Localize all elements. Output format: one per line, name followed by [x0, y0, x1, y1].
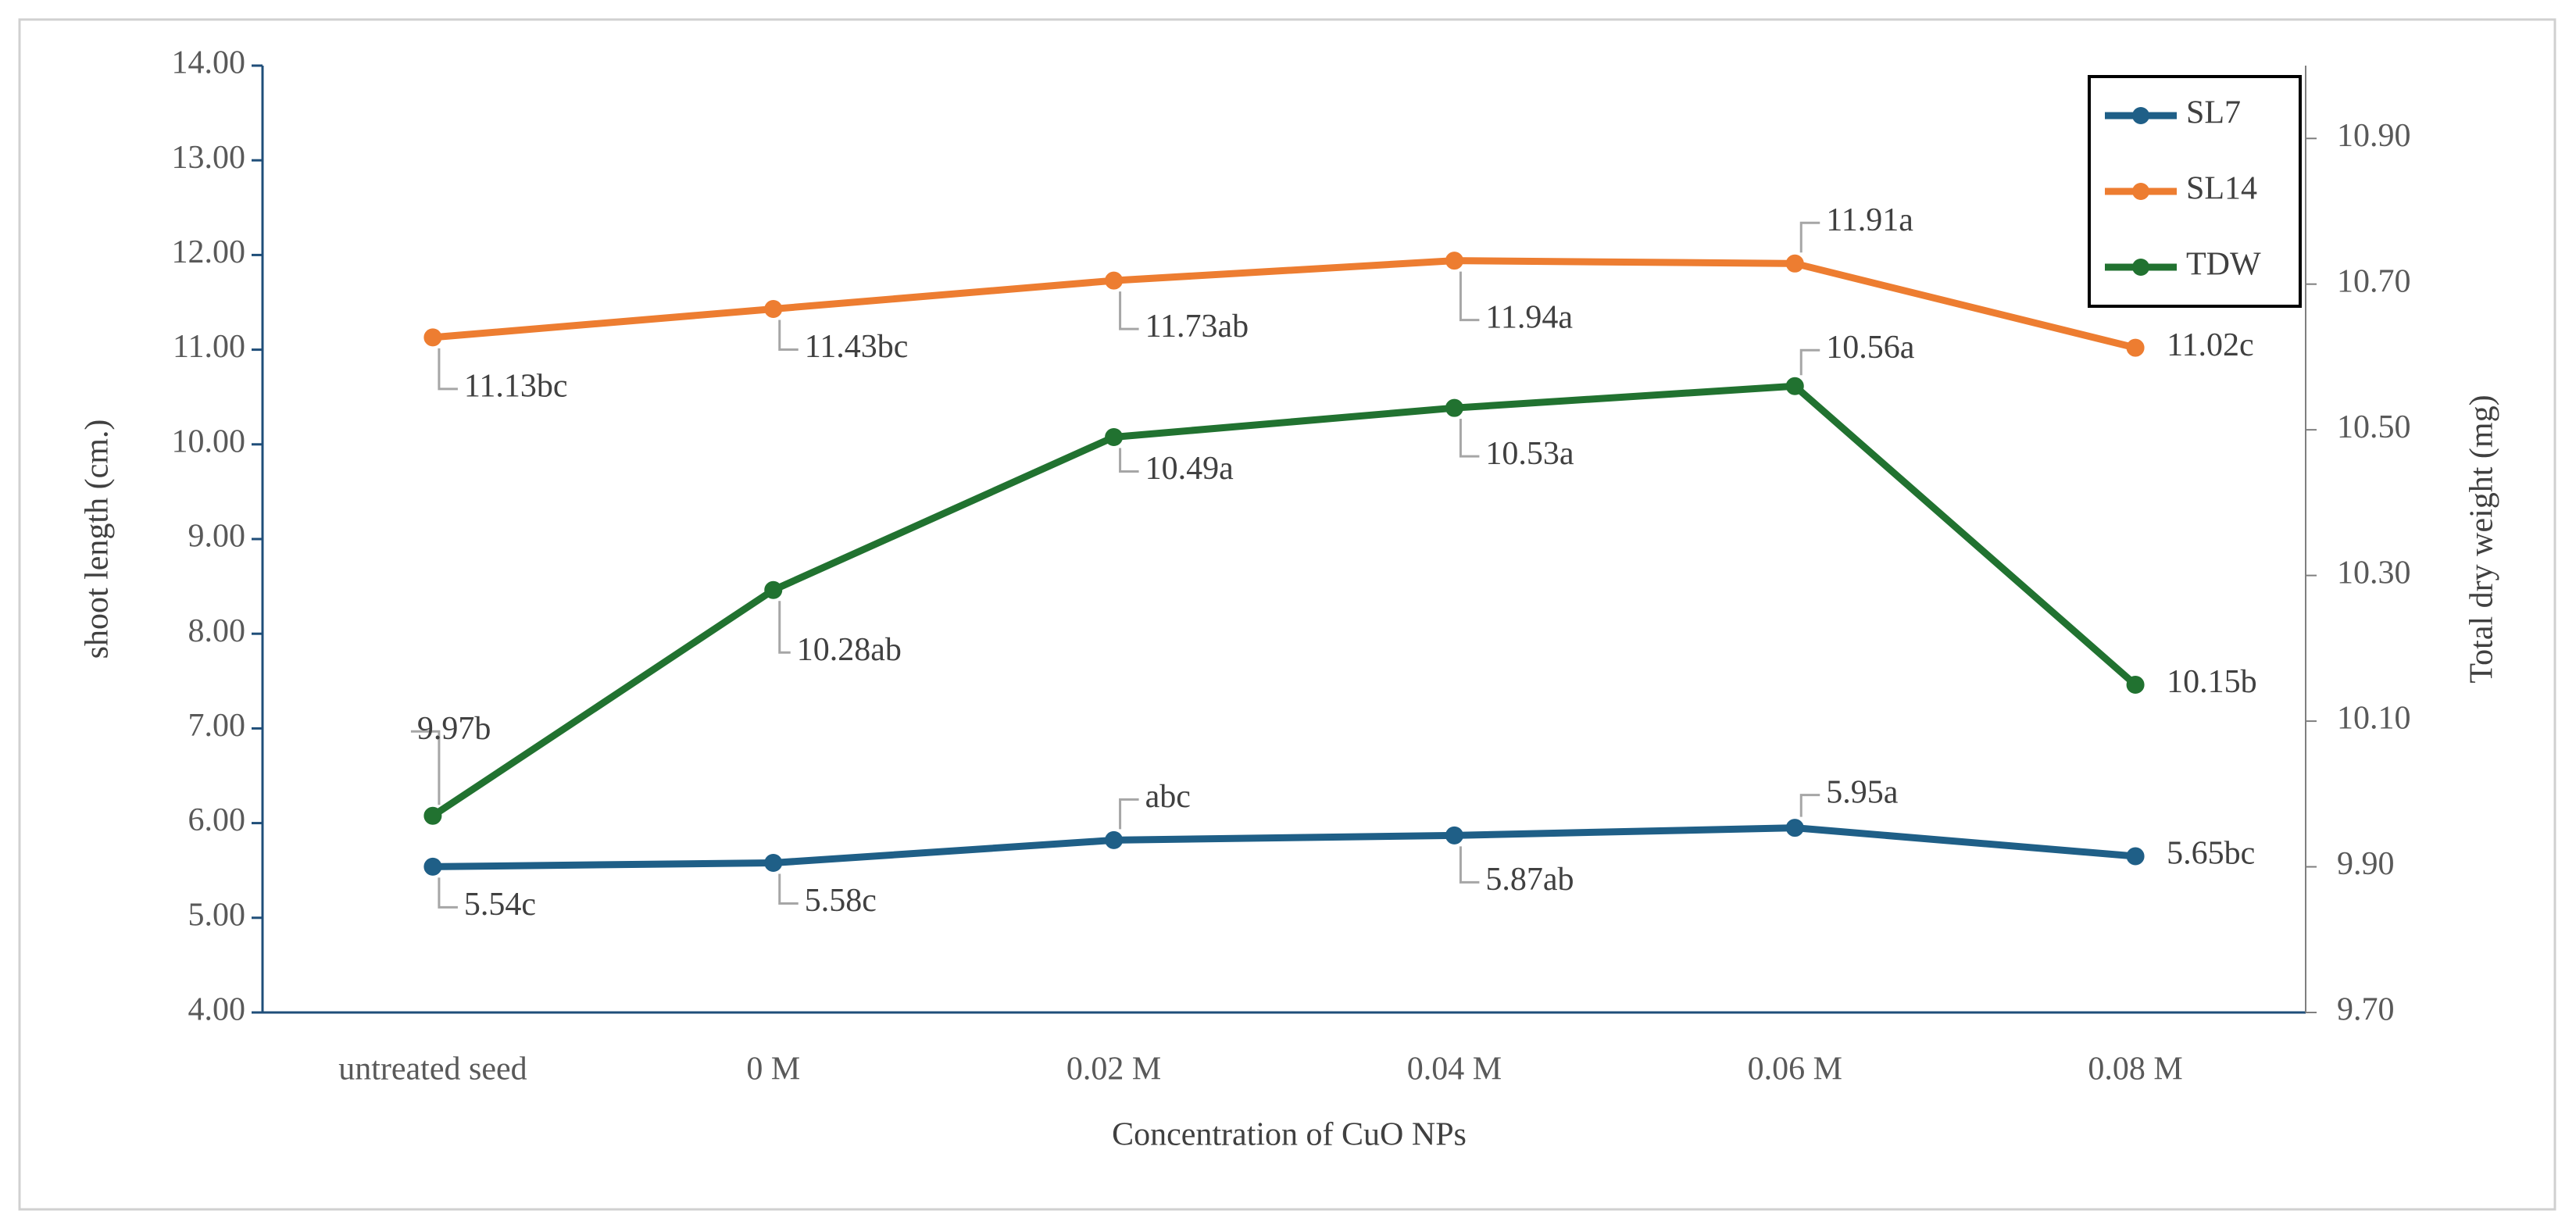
leader-line	[1119, 291, 1139, 330]
x-tick-label: 0.04 M	[1407, 1052, 1502, 1087]
leader-line	[1799, 794, 1820, 817]
marker	[2126, 338, 2145, 357]
data-label: 5.54c	[464, 887, 536, 923]
leader-line	[778, 601, 791, 654]
marker	[1105, 427, 1124, 446]
marker	[1105, 271, 1124, 290]
data-label: 10.28ab	[797, 632, 902, 668]
legend-label: TDW	[2186, 247, 2261, 283]
leader-line	[1119, 448, 1139, 473]
marker	[423, 806, 442, 825]
y-tick-label: 6.00	[188, 802, 246, 838]
x-tick-label: 0.02 M	[1066, 1052, 1161, 1087]
y2-tick-label: 10.70	[2337, 263, 2411, 299]
y-tick-label: 11.00	[173, 329, 245, 365]
marker	[1105, 830, 1124, 849]
data-label: 10.53a	[1485, 436, 1574, 472]
series-line	[432, 257, 2137, 352]
data-label: 11.94a	[1485, 299, 1573, 335]
leader-line	[1799, 221, 1820, 253]
series-line	[431, 382, 2138, 820]
marker	[1785, 377, 1804, 395]
marker	[1785, 254, 1804, 273]
y-tick-label: 9.00	[188, 519, 246, 555]
legend-marker	[2132, 259, 2149, 276]
y2-tick-label: 10.30	[2337, 555, 2411, 591]
marker	[423, 857, 442, 876]
data-label: 5.95a	[1826, 774, 1899, 810]
frame	[18, 18, 2556, 1211]
y-tick-label: 12.00	[172, 234, 246, 270]
x-tick-label: 0.06 M	[1748, 1052, 1842, 1087]
leader-line	[1459, 419, 1480, 458]
data-label: 10.56a	[1826, 330, 1915, 366]
leader-line	[1119, 798, 1139, 830]
leader-line	[778, 320, 799, 351]
marker	[764, 854, 783, 873]
y2-axis-label: Total dry weight (mg)	[2464, 395, 2500, 683]
data-label: abc	[1145, 779, 1191, 815]
leader-line	[438, 877, 458, 909]
marker	[423, 328, 442, 347]
legend-marker	[2132, 107, 2149, 124]
y-axis-label: shoot length (cm.)	[80, 420, 116, 659]
leader-line	[778, 873, 799, 905]
data-label: 10.15b	[2167, 664, 2257, 700]
leader-line	[438, 348, 458, 391]
marker	[764, 580, 783, 599]
y-tick-label: 5.00	[188, 897, 246, 933]
x-tick-label: 0 M	[746, 1052, 800, 1087]
data-label: 11.73ab	[1145, 309, 1249, 345]
x-axis-label: Concentration of CuO NPs	[1112, 1117, 1467, 1153]
y2-tick-label: 10.50	[2337, 409, 2411, 445]
y2-tick-label: 10.10	[2337, 701, 2411, 737]
y2-tick-label: 9.70	[2337, 992, 2395, 1028]
data-label: 5.65bc	[2167, 836, 2255, 872]
leader-line	[1799, 348, 1820, 376]
marker	[1445, 252, 1463, 270]
data-label: 11.43bc	[805, 329, 909, 365]
marker	[1785, 819, 1804, 837]
y-tick-label: 14.00	[172, 45, 246, 81]
y-tick-label: 10.00	[172, 423, 246, 459]
x-tick-label: 0.08 M	[2088, 1052, 2182, 1087]
y-tick-label: 13.00	[172, 140, 246, 176]
legend-label: SL14	[2186, 171, 2257, 207]
data-label: 11.13bc	[464, 368, 568, 404]
y-tick-label: 8.00	[188, 613, 246, 649]
series-line	[432, 824, 2136, 870]
y2-tick-label: 9.90	[2337, 846, 2395, 882]
data-label: 11.02c	[2167, 327, 2254, 363]
marker	[2126, 847, 2145, 866]
leader-line	[1459, 846, 1480, 884]
legend-label: SL7	[2186, 95, 2241, 131]
leader-line	[1459, 271, 1480, 322]
marker	[2126, 675, 2145, 694]
legend-marker	[2132, 183, 2149, 200]
marker	[1445, 826, 1463, 845]
marker	[1445, 398, 1463, 417]
data-label: 10.49a	[1145, 451, 1234, 487]
legend: SL7 SL14 TDW	[2088, 75, 2302, 308]
data-label: 5.58c	[805, 883, 877, 919]
data-label: 11.91a	[1826, 202, 1913, 238]
y-tick-label: 7.00	[188, 708, 246, 744]
marker	[764, 299, 783, 318]
y2-tick-label: 10.90	[2337, 118, 2411, 154]
leader-line	[410, 730, 441, 805]
data-label: 5.87ab	[1485, 862, 1574, 898]
x-tick-label: untreated seed	[338, 1052, 527, 1087]
data-label: 9.97b	[417, 711, 491, 747]
y-tick-label: 4.00	[188, 992, 246, 1028]
